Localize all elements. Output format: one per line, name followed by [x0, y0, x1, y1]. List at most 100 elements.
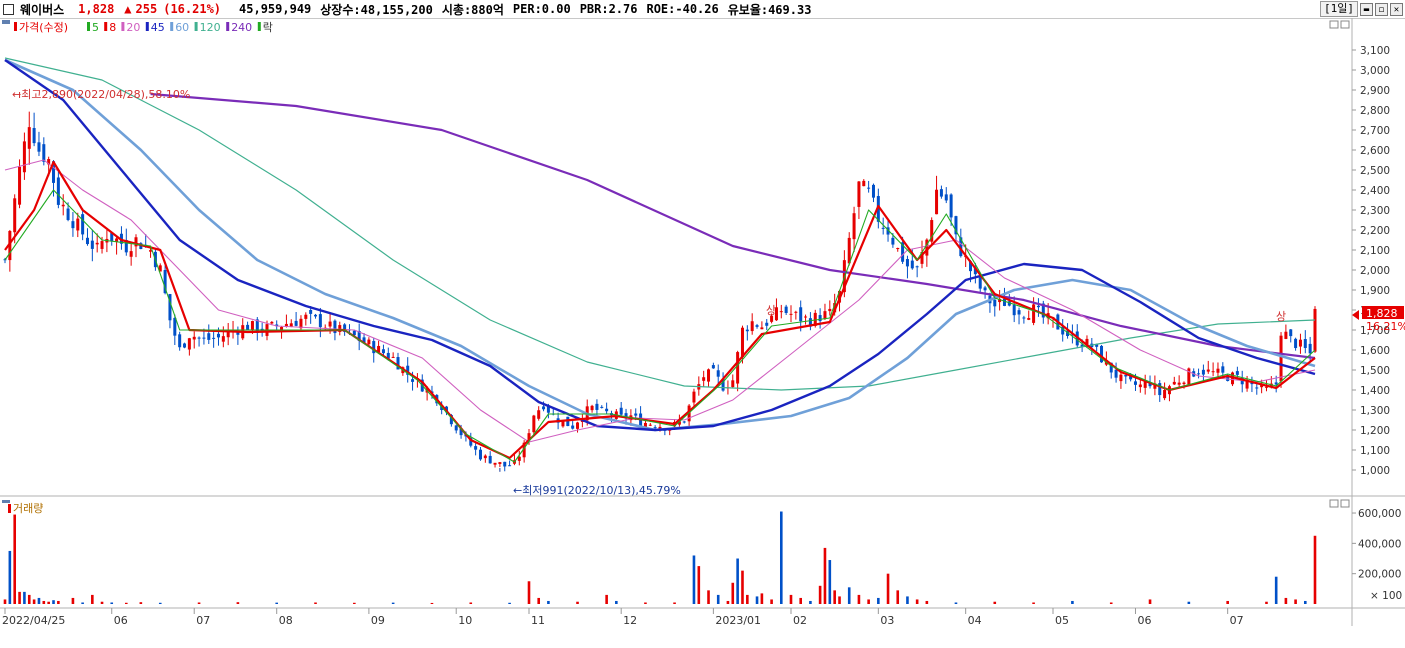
select-checkbox[interactable]	[3, 3, 14, 15]
candle-body	[537, 410, 541, 419]
volume-bar	[770, 599, 773, 604]
close-icon[interactable]: ✕	[1390, 2, 1403, 16]
candle-body	[338, 325, 342, 332]
candle	[1100, 344, 1104, 363]
candle-body	[1197, 373, 1201, 375]
market-cap: 시총:880억	[441, 2, 504, 17]
per-value: PER:0.00	[512, 2, 571, 16]
legend-swatch	[121, 22, 125, 31]
x-tick-label: 08	[279, 614, 293, 627]
candle	[406, 357, 410, 383]
panel-minimize-icon[interactable]	[1329, 499, 1339, 508]
candle-body	[527, 433, 531, 441]
candle	[905, 255, 909, 279]
candle	[1017, 307, 1021, 325]
candle	[183, 342, 187, 349]
volume-bar	[42, 600, 46, 604]
candle	[711, 362, 715, 369]
candle	[1255, 383, 1259, 395]
y-tick-label: 3,000	[1360, 65, 1390, 77]
candle-body	[1274, 382, 1278, 385]
volume-bar	[823, 547, 827, 604]
candle-body	[901, 242, 905, 262]
ma45-line	[4, 59, 1316, 432]
candle-body	[386, 352, 390, 359]
candle	[381, 344, 385, 357]
panel-maximize-icon[interactable]	[1340, 20, 1350, 29]
candle-body	[32, 128, 36, 144]
candle	[71, 211, 75, 237]
candle	[973, 262, 977, 284]
volume-bar	[1148, 599, 1152, 604]
candle-body	[1095, 344, 1099, 347]
candle	[1036, 298, 1040, 317]
candle-body	[280, 327, 284, 332]
candle-body	[755, 325, 759, 327]
candle	[935, 175, 939, 215]
candle	[823, 303, 827, 320]
candle-body	[959, 237, 963, 257]
candle-body	[18, 166, 22, 205]
candle-body	[66, 208, 70, 220]
legend-label-5: 60	[175, 21, 189, 34]
legend-swatch	[145, 22, 149, 31]
volume-bar	[746, 594, 749, 604]
candle-body	[765, 322, 769, 326]
candle	[1289, 329, 1293, 343]
candle	[595, 399, 599, 416]
candle-body	[391, 356, 395, 358]
candle-body	[910, 260, 914, 269]
volume-bars	[3, 511, 1317, 604]
candle-body	[716, 370, 720, 377]
volume-bar	[71, 597, 75, 604]
candle-body	[648, 424, 652, 426]
candle	[508, 460, 512, 467]
x-tick-label: 09	[371, 614, 385, 627]
candle-body	[576, 422, 580, 429]
candle-body	[1143, 381, 1147, 388]
maximize-icon[interactable]: ◻	[1375, 2, 1388, 16]
volume-bar	[8, 550, 12, 604]
period-selector[interactable]: [1일]	[1320, 1, 1358, 17]
candle	[857, 180, 861, 220]
candle-body	[183, 343, 187, 348]
minimize-icon[interactable]: ▬	[1360, 2, 1373, 16]
y-tick-label: 2,400	[1360, 185, 1390, 197]
candle-body	[954, 216, 958, 235]
candle	[687, 404, 691, 428]
volume-bar	[52, 600, 55, 604]
candle	[294, 312, 298, 327]
panel-maximize-icon[interactable]	[1340, 499, 1350, 508]
candle	[8, 229, 12, 272]
stock-chart[interactable]: 2022/04/25 06 07 08 09 10 11 12 2023/01 02 03 04 05 0…	[0, 18, 1405, 648]
legend-swatch	[226, 22, 230, 31]
candle-body	[1163, 389, 1167, 399]
candle-body	[978, 277, 982, 289]
volume-tick-label: 400,000	[1358, 538, 1401, 550]
candle	[532, 414, 536, 436]
volume-bar	[736, 558, 739, 604]
panel-handle-icon[interactable]	[2, 21, 10, 24]
candle-body	[1298, 339, 1302, 347]
candle	[81, 208, 85, 241]
candle-body	[212, 337, 216, 339]
legend-label-7: 240	[231, 21, 252, 34]
candle	[474, 443, 478, 456]
candle-body	[1279, 335, 1283, 382]
panel-handle-icon[interactable]	[2, 500, 10, 503]
candle-body	[750, 321, 754, 332]
x-tick-label: 03	[880, 614, 894, 627]
roe-value: ROE:-40.26	[646, 2, 719, 16]
candle-body	[867, 187, 871, 189]
candle-body	[216, 333, 220, 338]
candle-body	[1308, 343, 1312, 354]
candle	[454, 424, 458, 434]
stock-name: 웨이버스	[20, 2, 65, 17]
candle-body	[483, 455, 487, 459]
candle	[246, 321, 250, 331]
candle-body	[168, 294, 172, 321]
panel-minimize-icon[interactable]	[1329, 20, 1339, 29]
candle-body	[1182, 382, 1186, 385]
candle-body	[818, 315, 822, 322]
volume-bar	[1032, 602, 1035, 604]
